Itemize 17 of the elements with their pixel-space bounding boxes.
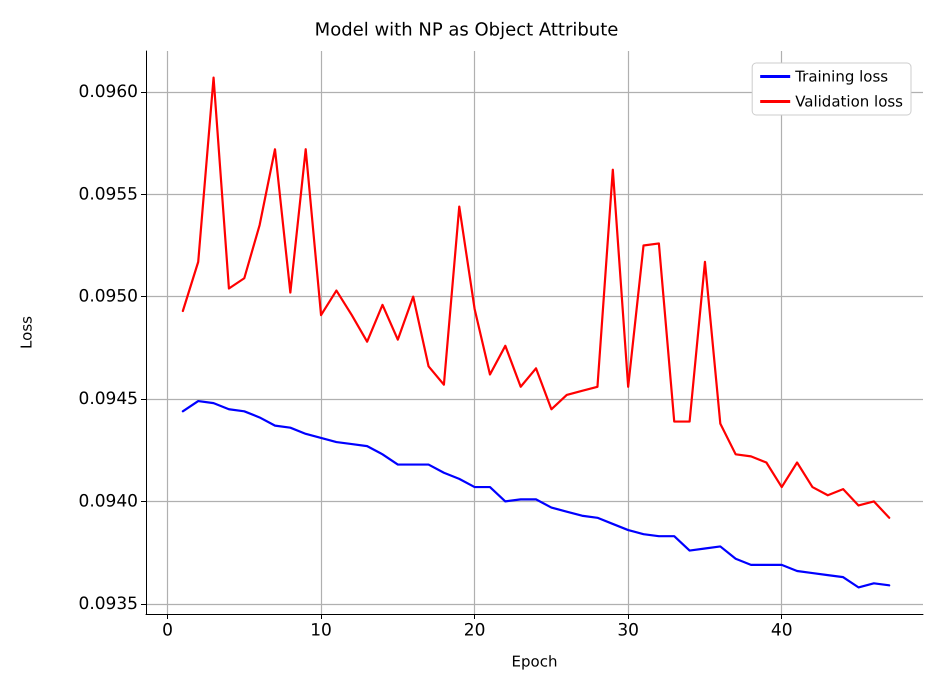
chart-title: Model with NP as Object Attribute (314, 20, 618, 40)
y-tick-label: 0.0935 (78, 594, 138, 614)
x-axis-title: Epoch (512, 652, 558, 670)
line-series (182, 400, 890, 588)
y-tick-label: 0.0955 (78, 184, 138, 204)
y-tick-label: 0.0950 (78, 286, 138, 307)
y-tick-label: 0.0960 (78, 82, 138, 102)
x-tick-label: 30 (617, 620, 639, 640)
y-tick-label: 0.0940 (78, 491, 138, 512)
x-tick-label: 20 (464, 620, 486, 640)
x-tick-label: 10 (310, 620, 332, 640)
x-tick-label: 0 (162, 620, 173, 640)
y-axis-title: Loss (18, 316, 36, 349)
x-tick-label: 40 (770, 620, 793, 640)
legend-label: Validation loss (795, 92, 904, 110)
legend-label: Training loss (794, 68, 888, 86)
y-tick-label: 0.0945 (78, 389, 138, 410)
